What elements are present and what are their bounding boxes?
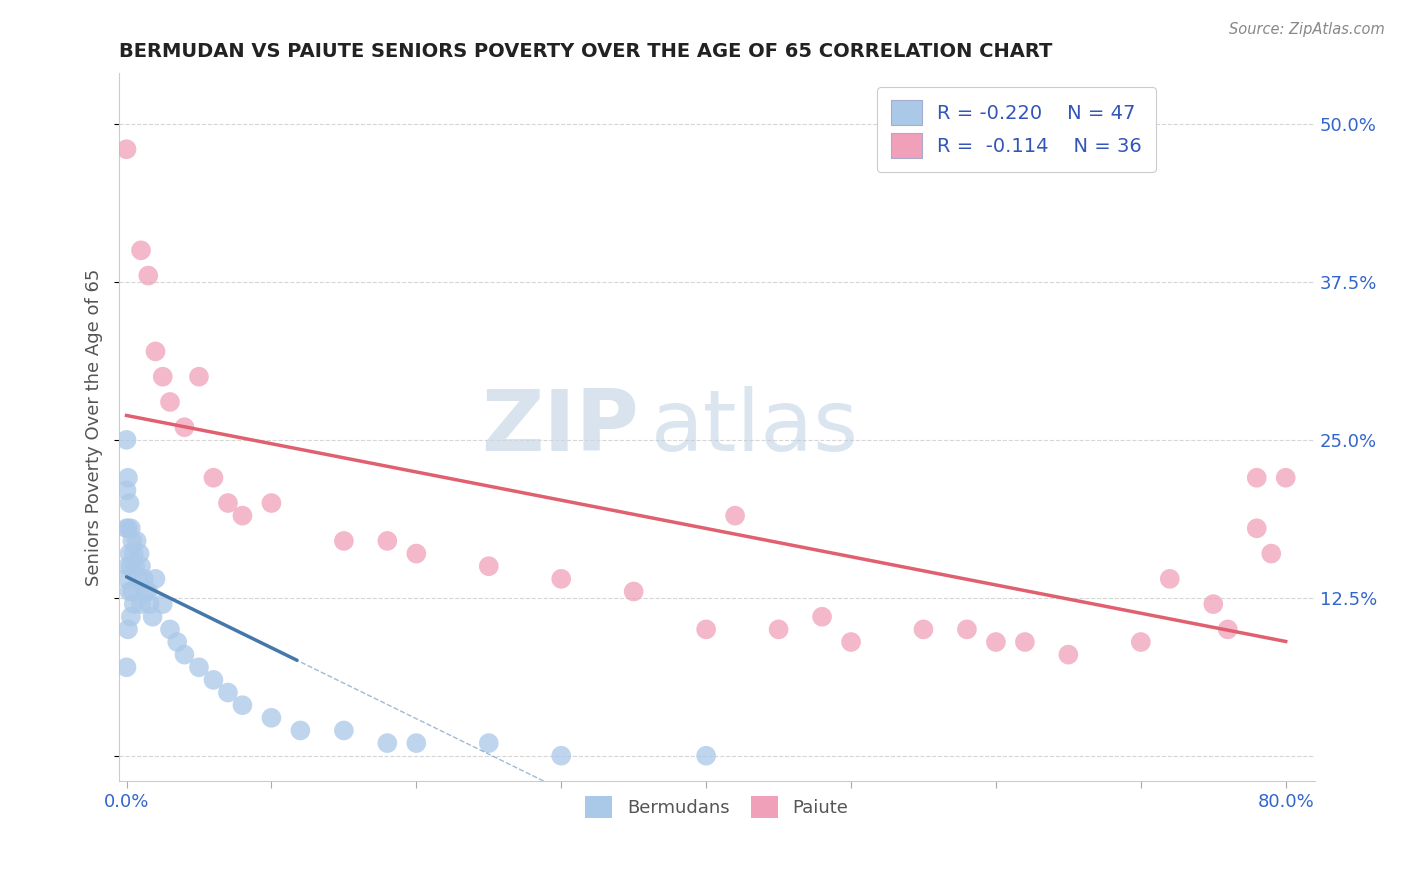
Point (115, 521, 138, 535)
Point (145, 344, 167, 359)
Point (120, 521, 142, 535)
Point (136, 268, 159, 283)
Point (127, 572, 149, 586)
Point (173, 420, 195, 434)
Point (152, 369, 174, 384)
Point (290, 723, 312, 738)
Point (118, 584, 141, 599)
Point (128, 547, 150, 561)
Point (768, 623, 790, 637)
Point (117, 521, 139, 535)
Point (129, 244, 152, 258)
Point (912, 623, 935, 637)
Point (115, 483, 138, 498)
Text: Source: ZipAtlas.com: Source: ZipAtlas.com (1229, 22, 1385, 37)
Point (956, 623, 979, 637)
Point (117, 623, 139, 637)
Point (145, 572, 167, 586)
Point (1129, 635, 1152, 649)
Point (129, 597, 152, 611)
Point (260, 711, 283, 725)
Point (152, 597, 174, 611)
Legend: Bermudans, Paiute: Bermudans, Paiute (578, 789, 856, 825)
Text: ZIP: ZIP (481, 385, 640, 468)
Point (188, 369, 211, 384)
Point (1057, 648, 1080, 662)
Point (260, 496, 283, 510)
Point (695, 748, 717, 763)
Point (129, 559, 152, 574)
Point (122, 547, 145, 561)
Point (478, 559, 501, 574)
Point (1246, 521, 1268, 535)
Point (1216, 623, 1239, 637)
Point (1014, 635, 1036, 649)
Point (122, 597, 145, 611)
Point (984, 635, 1007, 649)
Point (120, 559, 142, 574)
Point (478, 736, 501, 750)
Point (166, 635, 188, 649)
Point (333, 723, 356, 738)
Point (121, 584, 143, 599)
Point (173, 648, 195, 662)
Point (1260, 547, 1282, 561)
Point (550, 748, 572, 763)
Point (623, 584, 645, 599)
Point (115, 660, 138, 674)
Point (118, 547, 141, 561)
Point (125, 533, 148, 548)
Point (159, 395, 181, 409)
Point (115, 572, 138, 586)
Point (375, 736, 398, 750)
Point (117, 559, 139, 574)
Point (1159, 572, 1181, 586)
Point (136, 584, 159, 599)
Point (121, 533, 143, 548)
Point (124, 559, 146, 574)
Point (724, 508, 747, 523)
Point (1202, 597, 1225, 611)
Point (202, 471, 225, 485)
Point (811, 609, 834, 624)
Point (231, 698, 253, 713)
Point (159, 623, 181, 637)
Point (118, 496, 141, 510)
Point (115, 433, 138, 447)
Point (217, 496, 239, 510)
Point (138, 597, 160, 611)
Point (1274, 471, 1296, 485)
Point (231, 508, 253, 523)
Text: atlas: atlas (651, 385, 859, 468)
Point (115, 142, 138, 156)
Point (120, 609, 142, 624)
Point (375, 533, 398, 548)
Point (405, 736, 427, 750)
Point (1246, 471, 1268, 485)
Point (134, 584, 156, 599)
Point (117, 471, 139, 485)
Point (839, 635, 862, 649)
Point (405, 547, 427, 561)
Point (188, 660, 211, 674)
Point (217, 685, 239, 699)
Text: BERMUDAN VS PAIUTE SENIORS POVERTY OVER THE AGE OF 65 CORRELATION CHART: BERMUDAN VS PAIUTE SENIORS POVERTY OVER … (120, 42, 1053, 61)
Point (202, 673, 225, 687)
Point (550, 572, 572, 586)
Point (132, 572, 155, 586)
Y-axis label: Seniors Poverty Over the Age of 65: Seniors Poverty Over the Age of 65 (86, 268, 103, 586)
Point (695, 623, 717, 637)
Point (333, 533, 356, 548)
Point (142, 609, 165, 624)
